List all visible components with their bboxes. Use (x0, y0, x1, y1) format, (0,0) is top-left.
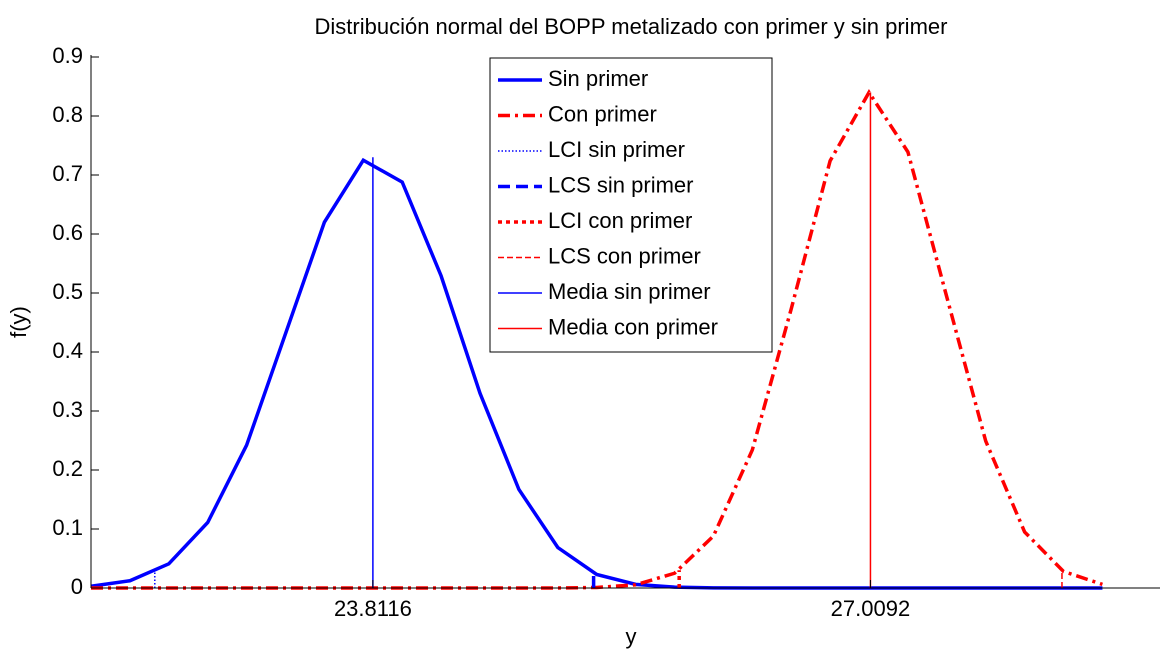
legend-label: LCS sin primer (548, 172, 693, 197)
legend-label: LCI sin primer (548, 137, 685, 162)
y-tick-label: 0.8 (52, 102, 83, 127)
y-axis-label: f(y) (6, 306, 31, 338)
y-tick-label: 0.6 (52, 220, 83, 245)
x-axis-label: y (626, 624, 637, 649)
chart-title: Distribución normal del BOPP metalizado … (315, 14, 948, 39)
y-tick-label: 0.4 (52, 338, 83, 363)
y-tick-label: 0.5 (52, 279, 83, 304)
legend-label: Media con primer (548, 314, 718, 339)
legend-label: Con primer (548, 101, 657, 126)
legend-label: Media sin primer (548, 279, 711, 304)
x-tick-label: 27.0092 (831, 596, 911, 621)
y-tick-label: 0.7 (52, 161, 83, 186)
legend-box (489, 57, 773, 353)
y-tick-label: 0.1 (52, 515, 83, 540)
y-tick-label: 0 (71, 574, 83, 599)
legend-label: Sin primer (548, 66, 648, 91)
y-tick-label: 0.2 (52, 456, 83, 481)
x-tick-label: 23.8116 (334, 596, 412, 621)
y-tick-label: 0.9 (52, 43, 83, 68)
legend-label: LCI con primer (548, 208, 692, 233)
legend-label: LCS con primer (548, 243, 701, 268)
y-tick-label: 0.3 (52, 397, 83, 422)
